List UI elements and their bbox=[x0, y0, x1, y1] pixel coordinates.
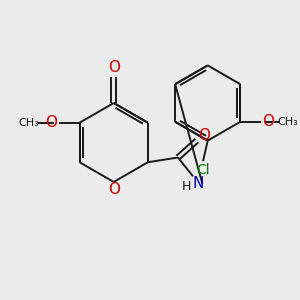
Text: O: O bbox=[108, 182, 120, 197]
Text: H: H bbox=[182, 180, 191, 193]
Text: O: O bbox=[45, 115, 57, 130]
Text: O: O bbox=[198, 128, 210, 143]
Text: Cl: Cl bbox=[196, 163, 210, 177]
Text: O: O bbox=[108, 60, 120, 75]
Text: CH₃: CH₃ bbox=[278, 117, 298, 127]
Text: O: O bbox=[262, 114, 274, 129]
Text: N: N bbox=[193, 176, 204, 191]
Text: CH₃: CH₃ bbox=[18, 118, 39, 128]
